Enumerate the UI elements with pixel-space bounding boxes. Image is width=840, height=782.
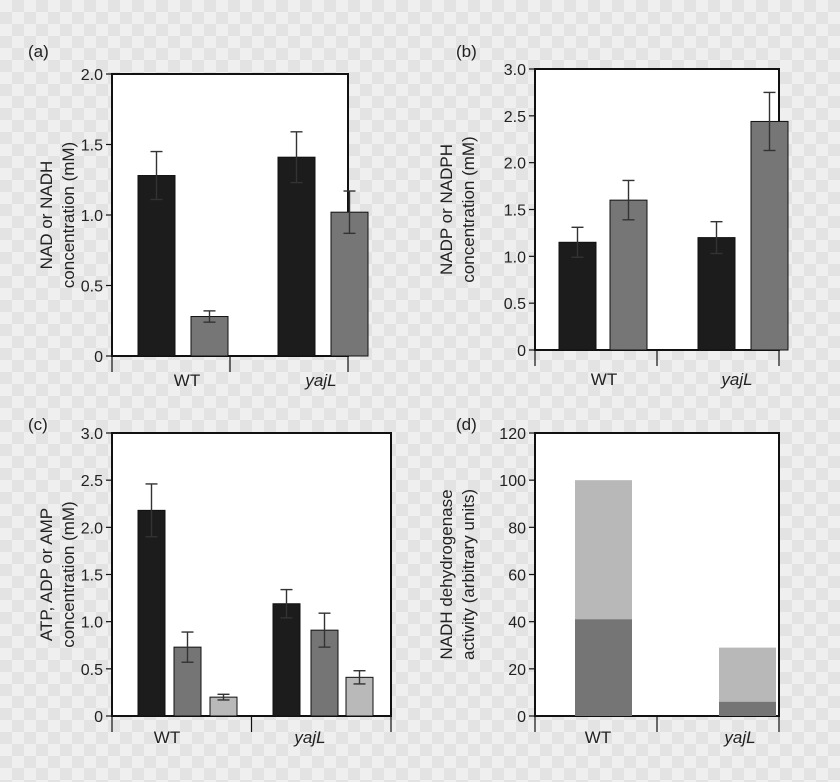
chart-panel-a: (a) 2.0 1.5 1.0 0.5 0 NAD or NADH concentration… xyxy=(28,42,369,390)
bar-nad xyxy=(137,175,176,357)
y-tick-label: 2.0 xyxy=(504,156,526,173)
y-tick-label: 3.0 xyxy=(504,62,526,79)
chart-panel-d: (d) 120 100 80 60 40 20 0 NADH dehydrogenase acti… xyxy=(437,415,780,747)
y-tick-label: 1.5 xyxy=(504,203,526,220)
y-axis-label: NAD or NADH concentration (mM) xyxy=(37,142,78,288)
y-tick-label: 20 xyxy=(508,662,526,679)
bar-atp xyxy=(137,509,166,717)
y-tick-label: 0 xyxy=(94,709,103,726)
chart-panel-b: (b) 3.0 2.5 2.0 1.5 1.0 0.5 0 NADP or NADPH conce… xyxy=(437,42,789,389)
y-tick-label: 1.5 xyxy=(81,138,103,155)
y-tick-label: 120 xyxy=(499,426,526,443)
y-tick-label: 1.0 xyxy=(81,615,103,632)
x-category-label: yajL xyxy=(723,728,755,747)
y-tick-label: 1.5 xyxy=(81,568,103,585)
bar-nadph xyxy=(609,199,648,351)
bar-nad xyxy=(277,156,316,357)
panel-label: (b) xyxy=(456,42,477,61)
y-tick-label: 1.0 xyxy=(81,208,103,225)
chart-panel-c: (c) 3.0 2.5 2.0 1.5 1.0 0.5 0 ATP, ADP or AMP con… xyxy=(28,415,392,747)
x-category-label: yajL xyxy=(293,728,325,747)
bar-nadp xyxy=(697,237,736,351)
x-category-label: WT xyxy=(591,370,617,389)
y-tick-label: 60 xyxy=(508,568,526,585)
y-tick-label: 100 xyxy=(499,473,526,490)
y-axis-label-line: activity (arbitrary units) xyxy=(459,489,478,660)
y-tick-label: 80 xyxy=(508,520,526,537)
panel-label: (a) xyxy=(28,42,49,61)
y-tick-label: 0 xyxy=(517,709,526,726)
y-tick-label: 40 xyxy=(508,615,526,632)
y-tick-label: 2.5 xyxy=(81,473,103,490)
y-axis-label-line: concentration (mM) xyxy=(59,142,78,288)
y-axis-label-line: concentration (mM) xyxy=(59,501,78,647)
y-tick-label: 0 xyxy=(517,343,526,360)
y-tick-label: 0 xyxy=(94,349,103,366)
x-category-label: yajL xyxy=(720,370,752,389)
panel-label: (c) xyxy=(28,415,48,434)
y-tick-label: 0.5 xyxy=(81,662,103,679)
y-tick-label: 0.5 xyxy=(504,296,526,313)
x-category-label: WT xyxy=(174,371,200,390)
y-axis-label: NADH dehydrogenase activity (arbitrary un… xyxy=(437,489,478,660)
y-tick-label: 0.5 xyxy=(81,279,103,296)
y-axis-label-line: NAD or NADH xyxy=(37,161,56,270)
y-axis-label-line: concentration (mM) xyxy=(459,136,478,282)
bar-lower xyxy=(719,701,776,716)
x-category-label: yajL xyxy=(304,371,336,390)
y-tick-label: 1.0 xyxy=(504,249,526,266)
y-axis-label-line: ATP, ADP or AMP xyxy=(37,508,56,641)
panel-label: (d) xyxy=(456,415,477,434)
y-axis-label-line: NADP or NADPH xyxy=(437,144,456,275)
bar-atp xyxy=(272,603,301,717)
y-axis-label-line: NADH dehydrogenase xyxy=(437,489,456,659)
bar-nadp xyxy=(558,241,597,351)
y-axis-label: ATP, ADP or AMP concentration (mM) xyxy=(37,501,78,647)
x-category-label: WT xyxy=(585,728,611,747)
y-tick-label: 3.0 xyxy=(81,426,103,443)
y-tick-label: 2.5 xyxy=(504,109,526,126)
y-axis-label: NADP or NADPH concentration (mM) xyxy=(437,136,478,282)
y-tick-label: 2.0 xyxy=(81,67,103,84)
bar-lower xyxy=(575,619,632,716)
x-category-label: WT xyxy=(154,728,180,747)
y-tick-label: 2.0 xyxy=(81,520,103,537)
bar-nadph xyxy=(750,120,789,351)
